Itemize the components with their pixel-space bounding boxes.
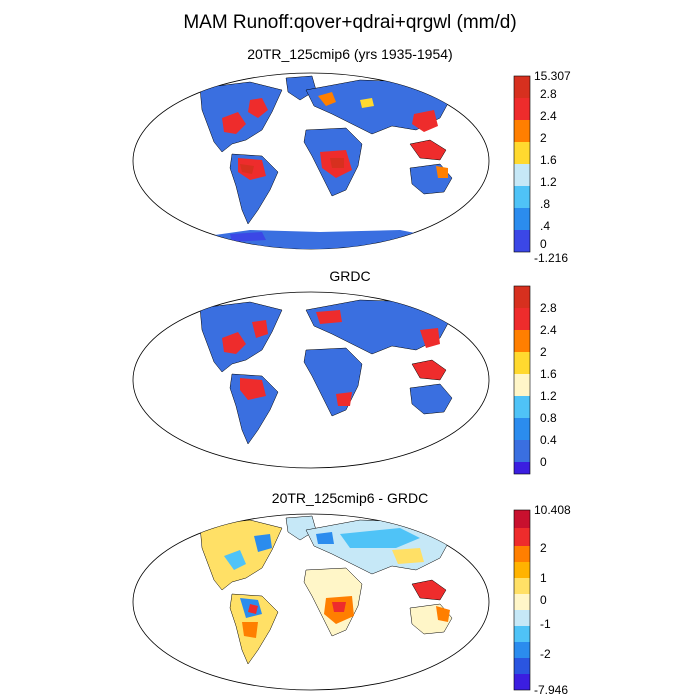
colorbar-3-label: 0 xyxy=(540,593,547,607)
colorbar-2-label: 0.4 xyxy=(540,433,557,447)
panel-3-map: 10.408 2 1 0 -1 -2 -7.946 xyxy=(132,503,571,697)
colorbar-1-label: -1.216 xyxy=(534,251,568,265)
colorbar-3-label: -2 xyxy=(540,647,551,661)
colorbar-3: 10.408 2 1 0 -1 -2 -7.946 xyxy=(513,503,571,697)
colorbar-2-label: 0 xyxy=(540,455,547,469)
colorbar-3-label: -1 xyxy=(540,617,551,631)
colorbar-1-label: 2.4 xyxy=(540,109,557,123)
colorbar-3-label: 1 xyxy=(540,571,547,585)
colorbar-1-label: 2.8 xyxy=(540,87,557,101)
colorbar-2-label: 1.2 xyxy=(540,389,557,403)
panel-3-title: 20TR_125cmip6 - GRDC xyxy=(271,490,429,506)
colorbar-2: 2.8 2.4 2 1.6 1.2 0.8 0.4 0 xyxy=(513,285,557,475)
colorbar-3-label: 2 xyxy=(540,541,547,555)
colorbar-1-label: .8 xyxy=(540,197,550,211)
panel-1-title: 20TR_125cmip6 (yrs 1935-1954) xyxy=(247,46,453,62)
colorbar-2-label: 0.8 xyxy=(540,411,557,425)
colorbar-1-label: 0 xyxy=(540,237,547,251)
land-runoff-field xyxy=(180,75,453,249)
panel-2-title: GRDC xyxy=(329,268,371,284)
colorbar-3-label: 10.408 xyxy=(534,503,571,517)
colorbar-1-label: .4 xyxy=(540,219,550,233)
colorbar-1-label: 1.6 xyxy=(540,153,557,167)
figure-title: MAM Runoff:qover+qdrai+qrgwl (mm/d) xyxy=(183,12,517,33)
colorbar-2-label: 2.4 xyxy=(540,323,557,337)
panel-1-map: 15.307 2.8 2.4 2 1.6 1.2 .8 .4 0 -1.216 xyxy=(132,69,571,265)
colorbar-2-label: 2.8 xyxy=(540,301,557,315)
colorbar-2-label: 1.6 xyxy=(540,367,557,381)
colorbar-1-label: 2 xyxy=(540,131,547,145)
colorbar-1-label: 1.2 xyxy=(540,175,557,189)
land-runoff-field xyxy=(199,299,453,445)
panel-2-map: 2.8 2.4 2 1.6 1.2 0.8 0.4 0 xyxy=(132,285,557,475)
land-runoff-difference-field xyxy=(199,515,453,665)
colorbar-1: 15.307 2.8 2.4 2 1.6 1.2 .8 .4 0 -1.216 xyxy=(513,69,571,265)
colorbar-2-label: 2 xyxy=(540,345,547,359)
colorbar-3-label: -7.946 xyxy=(534,683,568,697)
colorbar-1-label: 15.307 xyxy=(534,69,571,83)
